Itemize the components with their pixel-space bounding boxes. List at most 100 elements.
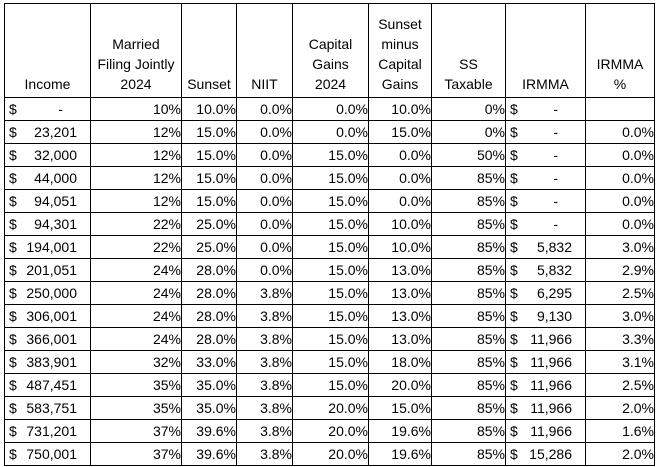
cell-sunset_minus_capital_gains[interactable]: 15.0% bbox=[368, 120, 432, 144]
cell-mfj_2024[interactable]: 24% bbox=[90, 327, 182, 351]
cell-irmma_pct[interactable]: 3.0% bbox=[585, 235, 655, 259]
cell-income[interactable]: $44,000 bbox=[4, 166, 91, 190]
cell-niit[interactable]: 3.8% bbox=[236, 281, 293, 305]
cell-ss_taxable[interactable]: 85% bbox=[431, 189, 506, 213]
cell-irmma_pct[interactable] bbox=[585, 97, 655, 121]
cell-niit[interactable]: 0.0% bbox=[236, 212, 293, 236]
cell-irmma[interactable]: $5,832 bbox=[505, 235, 586, 259]
cell-niit[interactable]: 3.8% bbox=[236, 350, 293, 374]
cell-mfj_2024[interactable]: 12% bbox=[90, 120, 182, 144]
cell-capital_gains_2024[interactable]: 15.0% bbox=[292, 281, 369, 305]
cell-sunset_minus_capital_gains[interactable]: 13.0% bbox=[368, 327, 432, 351]
cell-sunset[interactable]: 25.0% bbox=[181, 212, 237, 236]
cell-sunset_minus_capital_gains[interactable]: 18.0% bbox=[368, 350, 432, 374]
cell-capital_gains_2024[interactable]: 15.0% bbox=[292, 166, 369, 190]
cell-sunset[interactable]: 28.0% bbox=[181, 304, 237, 328]
cell-income[interactable]: $306,001 bbox=[4, 304, 91, 328]
column-header-sunset[interactable]: Sunset bbox=[181, 3, 237, 98]
cell-irmma[interactable]: $ - bbox=[505, 120, 586, 144]
cell-niit[interactable]: 3.8% bbox=[236, 419, 293, 443]
cell-irmma_pct[interactable]: 2.9% bbox=[585, 258, 655, 282]
cell-mfj_2024[interactable]: 22% bbox=[90, 212, 182, 236]
cell-ss_taxable[interactable]: 85% bbox=[431, 327, 506, 351]
column-header-income[interactable]: Income bbox=[4, 3, 91, 98]
cell-ss_taxable[interactable]: 85% bbox=[431, 419, 506, 443]
cell-sunset_minus_capital_gains[interactable]: 10.0% bbox=[368, 212, 432, 236]
cell-mfj_2024[interactable]: 12% bbox=[90, 189, 182, 213]
cell-capital_gains_2024[interactable]: 15.0% bbox=[292, 212, 369, 236]
cell-income[interactable]: $23,201 bbox=[4, 120, 91, 144]
cell-sunset_minus_capital_gains[interactable]: 0.0% bbox=[368, 166, 432, 190]
cell-sunset_minus_capital_gains[interactable]: 20.0% bbox=[368, 373, 432, 397]
cell-sunset_minus_capital_gains[interactable]: 13.0% bbox=[368, 304, 432, 328]
cell-mfj_2024[interactable]: 22% bbox=[90, 235, 182, 259]
cell-mfj_2024[interactable]: 35% bbox=[90, 396, 182, 420]
cell-sunset[interactable]: 15.0% bbox=[181, 166, 237, 190]
cell-income[interactable]: $750,001 bbox=[4, 442, 91, 466]
cell-irmma[interactable]: $ - bbox=[505, 166, 586, 190]
cell-income[interactable]: $487,451 bbox=[4, 373, 91, 397]
column-header-irmma[interactable]: IRMMA bbox=[505, 3, 586, 98]
cell-capital_gains_2024[interactable]: 15.0% bbox=[292, 235, 369, 259]
cell-mfj_2024[interactable]: 32% bbox=[90, 350, 182, 374]
cell-sunset[interactable]: 15.0% bbox=[181, 189, 237, 213]
cell-irmma_pct[interactable]: 2.5% bbox=[585, 373, 655, 397]
cell-ss_taxable[interactable]: 85% bbox=[431, 281, 506, 305]
cell-irmma[interactable]: $11,966 bbox=[505, 327, 586, 351]
cell-income[interactable]: $94,301 bbox=[4, 212, 91, 236]
cell-sunset[interactable]: 39.6% bbox=[181, 442, 237, 466]
cell-income[interactable]: $94,051 bbox=[4, 189, 91, 213]
cell-ss_taxable[interactable]: 85% bbox=[431, 396, 506, 420]
cell-niit[interactable]: 3.8% bbox=[236, 327, 293, 351]
column-header-niit[interactable]: NIIT bbox=[236, 3, 293, 98]
column-header-capital_gains_2024[interactable]: Capital Gains 2024 bbox=[292, 3, 369, 98]
cell-irmma_pct[interactable]: 0.0% bbox=[585, 189, 655, 213]
cell-irmma[interactable]: $6,295 bbox=[505, 281, 586, 305]
cell-capital_gains_2024[interactable]: 15.0% bbox=[292, 304, 369, 328]
column-header-mfj_2024[interactable]: Married Filing Jointly 2024 bbox=[90, 3, 182, 98]
cell-sunset_minus_capital_gains[interactable]: 15.0% bbox=[368, 396, 432, 420]
cell-irmma_pct[interactable]: 1.6% bbox=[585, 419, 655, 443]
column-header-irmma_pct[interactable]: IRMMA% bbox=[585, 3, 655, 98]
cell-mfj_2024[interactable]: 24% bbox=[90, 304, 182, 328]
cell-sunset_minus_capital_gains[interactable]: 0.0% bbox=[368, 143, 432, 167]
cell-irmma[interactable]: $11,966 bbox=[505, 396, 586, 420]
cell-niit[interactable]: 0.0% bbox=[236, 166, 293, 190]
cell-irmma[interactable]: $5,832 bbox=[505, 258, 586, 282]
cell-sunset[interactable]: 10.0% bbox=[181, 97, 237, 121]
cell-ss_taxable[interactable]: 50% bbox=[431, 143, 506, 167]
cell-mfj_2024[interactable]: 24% bbox=[90, 281, 182, 305]
cell-sunset_minus_capital_gains[interactable]: 13.0% bbox=[368, 281, 432, 305]
cell-ss_taxable[interactable]: 85% bbox=[431, 373, 506, 397]
cell-income[interactable]: $250,000 bbox=[4, 281, 91, 305]
cell-sunset_minus_capital_gains[interactable]: 10.0% bbox=[368, 97, 432, 121]
cell-irmma[interactable]: $ - bbox=[505, 97, 586, 121]
cell-capital_gains_2024[interactable]: 0.0% bbox=[292, 97, 369, 121]
cell-niit[interactable]: 3.8% bbox=[236, 396, 293, 420]
cell-irmma_pct[interactable]: 3.3% bbox=[585, 327, 655, 351]
cell-irmma[interactable]: $9,130 bbox=[505, 304, 586, 328]
cell-irmma_pct[interactable]: 0.0% bbox=[585, 120, 655, 144]
cell-capital_gains_2024[interactable]: 20.0% bbox=[292, 396, 369, 420]
cell-niit[interactable]: 0.0% bbox=[236, 97, 293, 121]
cell-sunset[interactable]: 33.0% bbox=[181, 350, 237, 374]
cell-irmma_pct[interactable]: 0.0% bbox=[585, 166, 655, 190]
column-header-sunset_minus_capital_gains[interactable]: Sunset minus Capital Gains bbox=[368, 3, 432, 98]
cell-capital_gains_2024[interactable]: 15.0% bbox=[292, 350, 369, 374]
cell-ss_taxable[interactable]: 0% bbox=[431, 97, 506, 121]
cell-irmma[interactable]: $15,286 bbox=[505, 442, 586, 466]
cell-sunset_minus_capital_gains[interactable]: 19.6% bbox=[368, 442, 432, 466]
cell-capital_gains_2024[interactable]: 15.0% bbox=[292, 258, 369, 282]
cell-income[interactable]: $383,901 bbox=[4, 350, 91, 374]
cell-irmma_pct[interactable]: 0.0% bbox=[585, 212, 655, 236]
cell-niit[interactable]: 0.0% bbox=[236, 120, 293, 144]
cell-irmma_pct[interactable]: 3.0% bbox=[585, 304, 655, 328]
cell-income[interactable]: $32,000 bbox=[4, 143, 91, 167]
cell-niit[interactable]: 0.0% bbox=[236, 143, 293, 167]
cell-sunset[interactable]: 15.0% bbox=[181, 143, 237, 167]
cell-mfj_2024[interactable]: 12% bbox=[90, 143, 182, 167]
cell-income[interactable]: $201,051 bbox=[4, 258, 91, 282]
cell-mfj_2024[interactable]: 10% bbox=[90, 97, 182, 121]
cell-irmma_pct[interactable]: 2.0% bbox=[585, 396, 655, 420]
cell-irmma[interactable]: $ - bbox=[505, 143, 586, 167]
